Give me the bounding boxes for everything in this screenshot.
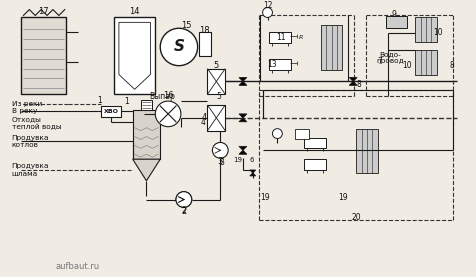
Polygon shape bbox=[239, 118, 247, 122]
Circle shape bbox=[176, 192, 192, 207]
Bar bbox=[101, 106, 121, 117]
Text: 4: 4 bbox=[202, 113, 207, 122]
Bar bbox=[208, 105, 225, 131]
Polygon shape bbox=[250, 170, 256, 173]
Text: 20: 20 bbox=[351, 213, 361, 222]
Polygon shape bbox=[239, 150, 247, 154]
Text: 16: 16 bbox=[163, 91, 173, 100]
Bar bbox=[415, 17, 437, 42]
Text: 8: 8 bbox=[449, 61, 454, 70]
Text: Водо-
провод: Водо- провод bbox=[377, 51, 405, 64]
Text: Выпар: Выпар bbox=[149, 92, 175, 101]
Text: В реку: В реку bbox=[11, 108, 37, 114]
Polygon shape bbox=[349, 78, 357, 81]
Bar bbox=[133, 110, 160, 159]
Circle shape bbox=[212, 142, 228, 158]
Text: Из реки: Из реки bbox=[11, 101, 42, 107]
Text: теплой воды: теплой воды bbox=[11, 124, 61, 130]
Text: 15: 15 bbox=[181, 21, 192, 30]
Polygon shape bbox=[349, 81, 357, 85]
Text: 11: 11 bbox=[277, 33, 286, 42]
Polygon shape bbox=[133, 159, 160, 181]
Bar bbox=[269, 32, 291, 43]
Text: 14: 14 bbox=[129, 7, 140, 16]
Bar bbox=[386, 16, 407, 28]
Text: Отходы: Отходы bbox=[11, 116, 41, 122]
Text: ХВО: ХВО bbox=[103, 109, 119, 114]
Bar bbox=[304, 159, 326, 170]
Polygon shape bbox=[119, 22, 150, 89]
Text: 7: 7 bbox=[377, 57, 382, 66]
Text: 17: 17 bbox=[38, 7, 49, 16]
Bar bbox=[304, 137, 326, 148]
Bar bbox=[140, 100, 152, 110]
Polygon shape bbox=[239, 78, 247, 81]
Circle shape bbox=[160, 28, 198, 66]
Text: 18: 18 bbox=[199, 26, 210, 35]
Text: 8: 8 bbox=[357, 80, 361, 89]
Polygon shape bbox=[239, 114, 247, 118]
Text: котлов: котлов bbox=[11, 142, 39, 148]
Text: 19: 19 bbox=[338, 193, 348, 202]
Text: Продувка: Продувка bbox=[11, 135, 49, 140]
Text: 4: 4 bbox=[200, 118, 205, 127]
Circle shape bbox=[176, 192, 192, 207]
Polygon shape bbox=[250, 173, 256, 176]
Bar bbox=[114, 17, 155, 94]
Bar bbox=[269, 59, 291, 70]
Polygon shape bbox=[239, 146, 247, 150]
Text: 10: 10 bbox=[403, 61, 412, 70]
Text: 6: 6 bbox=[249, 157, 254, 163]
Polygon shape bbox=[239, 81, 247, 85]
Circle shape bbox=[155, 101, 181, 127]
Bar bbox=[295, 129, 309, 138]
Text: 5: 5 bbox=[214, 61, 219, 70]
Bar bbox=[21, 17, 66, 94]
Text: Продувка: Продувка bbox=[11, 163, 49, 169]
Text: 2: 2 bbox=[181, 206, 186, 215]
Text: 3: 3 bbox=[220, 158, 225, 167]
Circle shape bbox=[272, 129, 282, 138]
Text: S: S bbox=[173, 39, 184, 55]
Text: 3: 3 bbox=[218, 157, 223, 166]
Text: шлама: шлама bbox=[11, 171, 38, 177]
Bar bbox=[198, 32, 211, 56]
Text: 5: 5 bbox=[216, 92, 221, 101]
Bar bbox=[208, 69, 225, 94]
Bar bbox=[321, 25, 342, 70]
Bar bbox=[415, 50, 437, 75]
Text: R: R bbox=[299, 35, 303, 40]
Text: 19: 19 bbox=[260, 193, 269, 202]
Text: 1: 1 bbox=[124, 97, 129, 106]
Circle shape bbox=[263, 7, 272, 17]
Text: 2: 2 bbox=[181, 207, 187, 216]
Text: 19: 19 bbox=[234, 157, 242, 163]
Text: 10: 10 bbox=[433, 28, 443, 37]
Text: 12: 12 bbox=[263, 1, 272, 10]
Text: 13: 13 bbox=[268, 60, 277, 69]
Text: aufbaut.ru: aufbaut.ru bbox=[56, 262, 99, 271]
Bar bbox=[356, 129, 378, 173]
Text: 1: 1 bbox=[97, 96, 101, 105]
Text: 9: 9 bbox=[391, 10, 396, 19]
